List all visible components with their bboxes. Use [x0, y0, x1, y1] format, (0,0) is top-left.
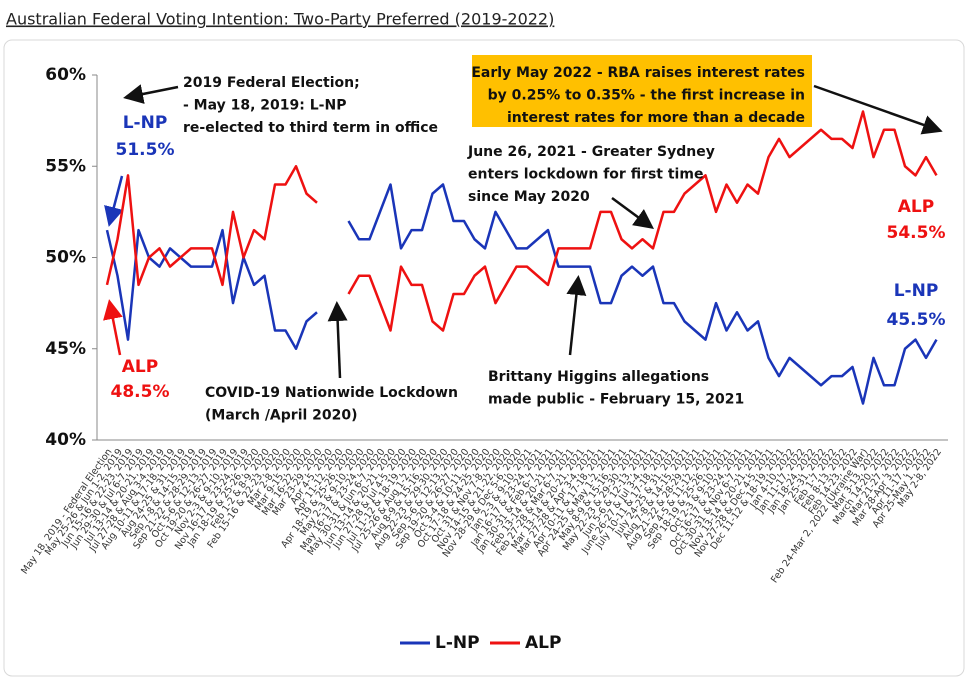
series-label: ALP [122, 357, 158, 377]
frame [3, 39, 965, 677]
arrows [103, 84, 943, 379]
y-tick-label: 55% [45, 156, 86, 176]
annotation: June 26, 2021 - Greater Sydney [467, 144, 715, 160]
y-tick-label: 50% [45, 248, 86, 268]
annotation: Brittany Higgins allegations [488, 369, 709, 385]
annotation: 2019 Federal Election; [183, 75, 360, 91]
annotation: made public - February 15, 2021 [488, 392, 744, 408]
series-line [105, 183, 938, 405]
annotation: - May 18, 2019: L-NP [183, 98, 346, 114]
y-tick-label: 60% [45, 65, 86, 85]
series-label: L-NP [894, 281, 939, 301]
value-label: 51.5% [116, 140, 175, 160]
annotation: interest rates for more than a decade [507, 110, 805, 126]
value-label: 45.5% [887, 310, 946, 330]
value-label: 48.5% [111, 382, 170, 402]
annotation: since May 2020 [468, 189, 590, 205]
series-label: L-NP [123, 113, 168, 133]
annotation: (March /April 2020) [205, 408, 358, 424]
annotation: re-elected to third term in office [183, 120, 438, 136]
series-line [105, 110, 938, 332]
annotation: COVID-19 Nationwide Lockdown [205, 385, 458, 401]
annotation: by 0.25% to 0.35% - the first increase i… [488, 88, 805, 104]
annotation: enters lockdown for first time [468, 167, 703, 183]
y-tick-label: 45% [45, 339, 86, 359]
chart-title: Australian Federal Voting Intention: Two… [6, 10, 554, 29]
legend-label: ALP [525, 633, 561, 653]
annotation-box [472, 55, 812, 127]
annotation: Early May 2022 - RBA raises interest rat… [471, 65, 805, 81]
legend-label: L-NP [435, 633, 480, 653]
value-label: 54.5% [887, 223, 946, 243]
y-tick-label: 40% [45, 430, 86, 450]
series-label: ALP [898, 197, 934, 217]
